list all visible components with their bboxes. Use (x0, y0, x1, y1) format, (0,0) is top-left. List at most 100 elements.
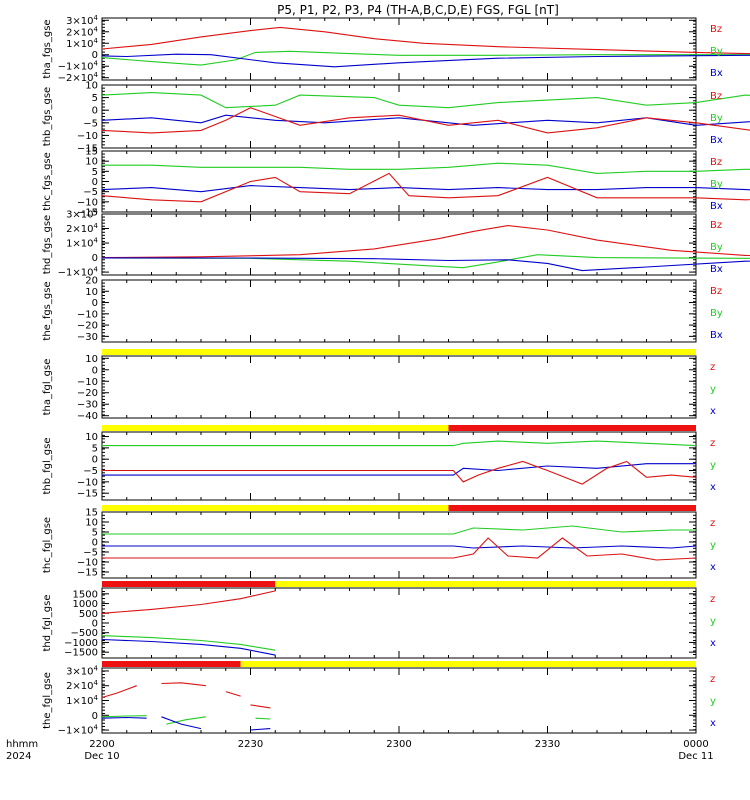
status-bar-segment (102, 505, 449, 511)
y-axis-label: the_fgs_gse (42, 281, 53, 340)
series-z-line (250, 704, 271, 709)
series-y-line (166, 716, 206, 725)
y-tick-label: 1000 (73, 599, 98, 610)
chart-title: P5, P1, P2, P3, P4 (TH-A,B,C,D,E) FGS, F… (277, 3, 559, 17)
y-tick-label: 15 (85, 508, 98, 519)
series-z-line (225, 691, 241, 697)
legend-y: By (710, 179, 723, 190)
series-y-line (101, 50, 750, 66)
y-tick-label: 5 (92, 528, 98, 539)
y-tick-label: 5 (92, 93, 98, 104)
series-x-line (102, 545, 697, 549)
y-tick-label: 15 (85, 147, 98, 158)
y-tick-label: 0 (92, 538, 98, 549)
y-tick-label: −20 (77, 388, 98, 399)
y-tick-label: −10 (77, 558, 98, 569)
status-bar-segment (240, 661, 696, 667)
series-y-line (101, 254, 750, 269)
series-y-line (101, 635, 276, 651)
y-tick-label: −10 (77, 131, 98, 142)
series-x-line (101, 638, 276, 656)
x-axis-format-label: hhmm (6, 739, 38, 750)
x-tick-label: 2330 (535, 739, 560, 750)
y-tick-label: 10 (85, 432, 98, 443)
y-axis-label: thb_fgs_gse (42, 87, 53, 146)
series-z-line (101, 107, 750, 134)
legend-z: Bz (710, 24, 722, 35)
legend-z: Bz (710, 286, 722, 297)
series-x-line (250, 728, 271, 731)
y-tick-label: −10 (77, 197, 98, 208)
y-tick-label: −1500 (64, 648, 98, 659)
legend-y: y (710, 540, 716, 551)
y-tick-label: 0 (92, 177, 98, 188)
series-z-line (161, 682, 206, 687)
y-tick-label: −40 (77, 411, 98, 422)
panel-frame (101, 431, 697, 501)
legend-x: x (710, 562, 716, 573)
y-tick-label: 3×104 (66, 208, 98, 221)
y-tick-label: −20 (77, 321, 98, 332)
y-tick-label: −1×104 (58, 724, 99, 737)
series-y-line (102, 525, 696, 535)
status-bar-segment (102, 425, 449, 431)
status-bar-segment (102, 581, 276, 587)
y-tick-label: 0 (92, 455, 98, 466)
series-z-line (101, 590, 276, 614)
y-tick-label: −2×104 (58, 71, 99, 84)
y-tick-label: 10 (85, 518, 98, 529)
y-axis-label: thd_fgs_gse (42, 215, 53, 274)
legend-x: Bx (710, 135, 723, 146)
y-tick-label: 10 (85, 157, 98, 168)
status-bar-segment (275, 581, 696, 587)
series-y-line (101, 92, 750, 109)
y-tick-label: −5 (83, 118, 98, 129)
y-tick-label: −15 (77, 144, 98, 155)
y-tick-label: 0 (92, 106, 98, 117)
legend-y: By (710, 242, 723, 253)
y-axis-label: tha_fgl_gse (42, 359, 53, 416)
y-tick-label: −1×104 (58, 60, 99, 73)
x-axis-year-label: 2024 (6, 751, 31, 762)
y-tick-label: 20 (85, 276, 98, 287)
legend-y: y (710, 696, 716, 707)
y-tick-label: −5 (83, 187, 98, 198)
series-z-line (101, 172, 750, 203)
panel-frame (101, 17, 697, 81)
legend-x: x (710, 482, 716, 493)
series-y-line (102, 162, 750, 174)
series-x-line (101, 114, 750, 126)
y-tick-label: 10 (85, 287, 98, 298)
y-tick-label: −5 (83, 466, 98, 477)
y-tick-label: 500 (79, 609, 98, 620)
y-tick-label: −15 (77, 568, 98, 579)
legend-z: z (710, 362, 715, 373)
y-tick-label: −10 (77, 377, 98, 388)
y-tick-label: 10 (85, 354, 98, 365)
y-tick-label: −15 (77, 208, 98, 219)
y-tick-label: 2×104 (66, 25, 98, 38)
y-tick-label: −30 (77, 332, 98, 343)
x-tick-label: 2230 (238, 739, 263, 750)
series-y-line (101, 715, 147, 718)
series-y-line (102, 440, 697, 447)
series-z-line (101, 26, 750, 55)
status-bar-segment (448, 505, 696, 511)
panel-frame (101, 511, 697, 579)
x-tick-sublabel: Dec 10 (84, 751, 119, 762)
panel-frame (101, 279, 697, 343)
series-x-line (101, 716, 147, 719)
series-z-line (102, 537, 697, 561)
legend-z: z (710, 674, 715, 685)
legend-x: x (710, 406, 716, 417)
y-tick-label: −1000 (64, 638, 98, 649)
y-tick-label: 0 (92, 365, 98, 376)
legend-x: Bx (710, 68, 723, 79)
series-x-line (101, 257, 750, 272)
legend-y: By (710, 46, 723, 57)
legend-x: x (710, 718, 716, 729)
